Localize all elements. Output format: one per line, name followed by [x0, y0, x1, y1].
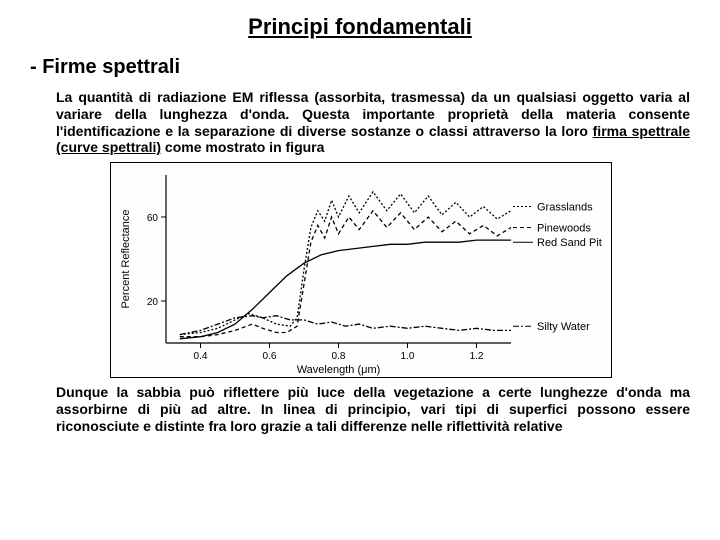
svg-text:60: 60	[147, 213, 159, 224]
svg-text:20: 20	[147, 297, 159, 308]
svg-text:1.0: 1.0	[401, 351, 415, 362]
svg-text:0.6: 0.6	[263, 351, 277, 362]
svg-text:Silty Water: Silty Water	[537, 321, 590, 333]
svg-text:Red Sand Pit: Red Sand Pit	[537, 237, 602, 249]
spectral-chart: 20 60 0.4 0.6 0.8 1.0 1.2 Wavelength (μm) Percen…	[110, 162, 612, 378]
svg-text:Percent Reflectance: Percent Reflectance	[120, 210, 132, 309]
svg-text:Grasslands: Grasslands	[537, 202, 593, 214]
page-title: Principi fondamentali	[30, 14, 690, 40]
svg-text:0.8: 0.8	[332, 351, 346, 362]
paragraph-2: Dunque la sabbia può riflettere più luce…	[56, 384, 690, 434]
svg-text:0.4: 0.4	[194, 351, 208, 362]
svg-text:Wavelength (μm): Wavelength (μm)	[297, 364, 381, 376]
svg-text:1.2: 1.2	[470, 351, 484, 362]
para1-text-b: come mostrato in figura	[161, 139, 324, 155]
svg-text:Pinewoods: Pinewoods	[537, 223, 591, 235]
section-subtitle: - Firme spettrali	[30, 56, 690, 79]
paragraph-1: La quantità di radiazione EM riflessa (a…	[56, 89, 690, 156]
